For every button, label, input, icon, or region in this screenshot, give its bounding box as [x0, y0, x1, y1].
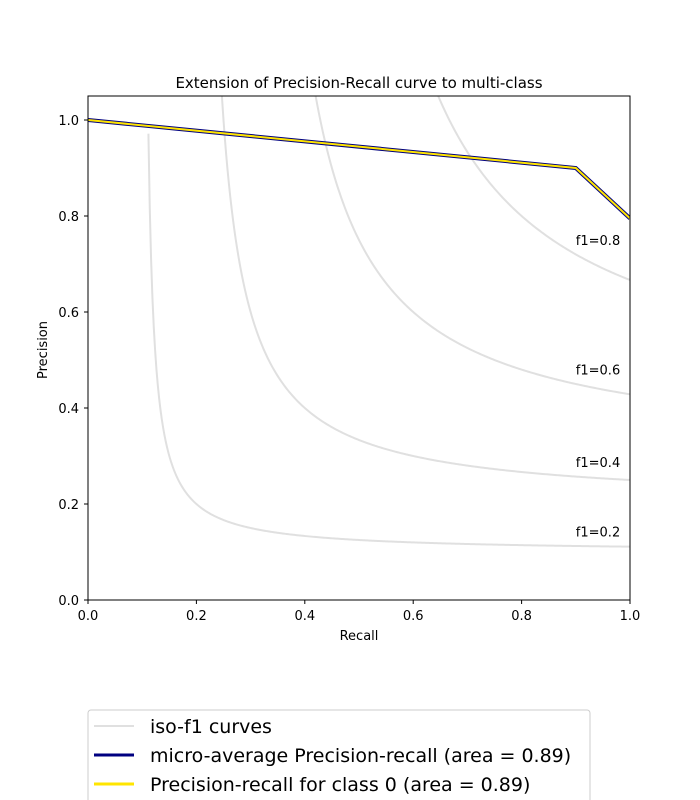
- iso-f1-curve: [314, 96, 630, 396]
- y-tick-label: 0.8: [58, 210, 79, 225]
- y-tick-label: 0.0: [58, 594, 79, 609]
- class-0-line: [88, 119, 630, 220]
- x-tick-label: 0.8: [511, 609, 532, 624]
- legend-label: Precision-recall for class 0 (area = 0.8…: [150, 774, 530, 796]
- y-tick-label: 0.2: [58, 498, 79, 513]
- y-tick-label: 1.0: [58, 114, 79, 129]
- x-axis-label: Recall: [340, 629, 379, 644]
- y-tick-label: 0.6: [58, 306, 79, 321]
- iso-f1-curve: [147, 133, 630, 548]
- legend-label: iso-f1 curves: [150, 716, 272, 738]
- iso-f1-curves: [147, 96, 630, 548]
- iso-f1-label: f1=0.4: [576, 456, 620, 471]
- legend: iso-f1 curves micro-average Precision-rec…: [87, 709, 591, 800]
- micro-average-line: [88, 118, 630, 220]
- iso-f1-label: f1=0.6: [576, 363, 620, 378]
- plot-frame: [87, 95, 631, 601]
- series-lines: [88, 118, 630, 220]
- iso-f1-label: f1=0.8: [576, 234, 620, 249]
- legend-frame: [87, 709, 591, 800]
- x-tick-label: 0.4: [294, 609, 315, 624]
- y-tick-label: 0.4: [58, 402, 79, 417]
- x-tick-label: 0.6: [403, 609, 424, 624]
- legend-items: iso-f1 curves micro-average Precision-rec…: [94, 716, 571, 796]
- iso-f1-labels: f1=0.2 f1=0.4 f1=0.6 f1=0.8: [576, 234, 620, 541]
- iso-f1-label: f1=0.2: [576, 525, 620, 540]
- x-tick-label: 1.0: [620, 609, 641, 624]
- y-axis-label: Precision: [36, 321, 51, 379]
- legend-label: micro-average Precision-recall (area = 0…: [150, 745, 571, 767]
- iso-f1-curve: [220, 96, 630, 481]
- axis-ticks: 0.0 0.2 0.4 0.6 0.8 1.0 0.0 0.2 0.4 0.6 0.8 1.0: [58, 114, 640, 624]
- x-tick-label: 0.0: [78, 609, 99, 624]
- chart-title: Extension of Precision-Recall curve to m…: [175, 74, 542, 92]
- x-tick-label: 0.2: [186, 609, 207, 624]
- iso-f1-curve: [437, 96, 630, 281]
